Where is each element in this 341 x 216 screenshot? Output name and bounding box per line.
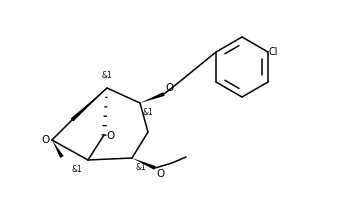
Text: &1: &1 <box>143 108 154 117</box>
Text: O: O <box>106 131 114 141</box>
Text: Cl: Cl <box>269 47 279 57</box>
Polygon shape <box>140 92 165 103</box>
Text: O: O <box>156 169 164 179</box>
Text: O: O <box>165 83 173 93</box>
Text: &1: &1 <box>136 163 147 172</box>
Text: &1: &1 <box>102 71 113 80</box>
Text: O: O <box>42 135 50 145</box>
Polygon shape <box>132 158 156 170</box>
Text: &1: &1 <box>72 165 83 174</box>
Polygon shape <box>71 88 107 121</box>
Polygon shape <box>52 140 64 158</box>
